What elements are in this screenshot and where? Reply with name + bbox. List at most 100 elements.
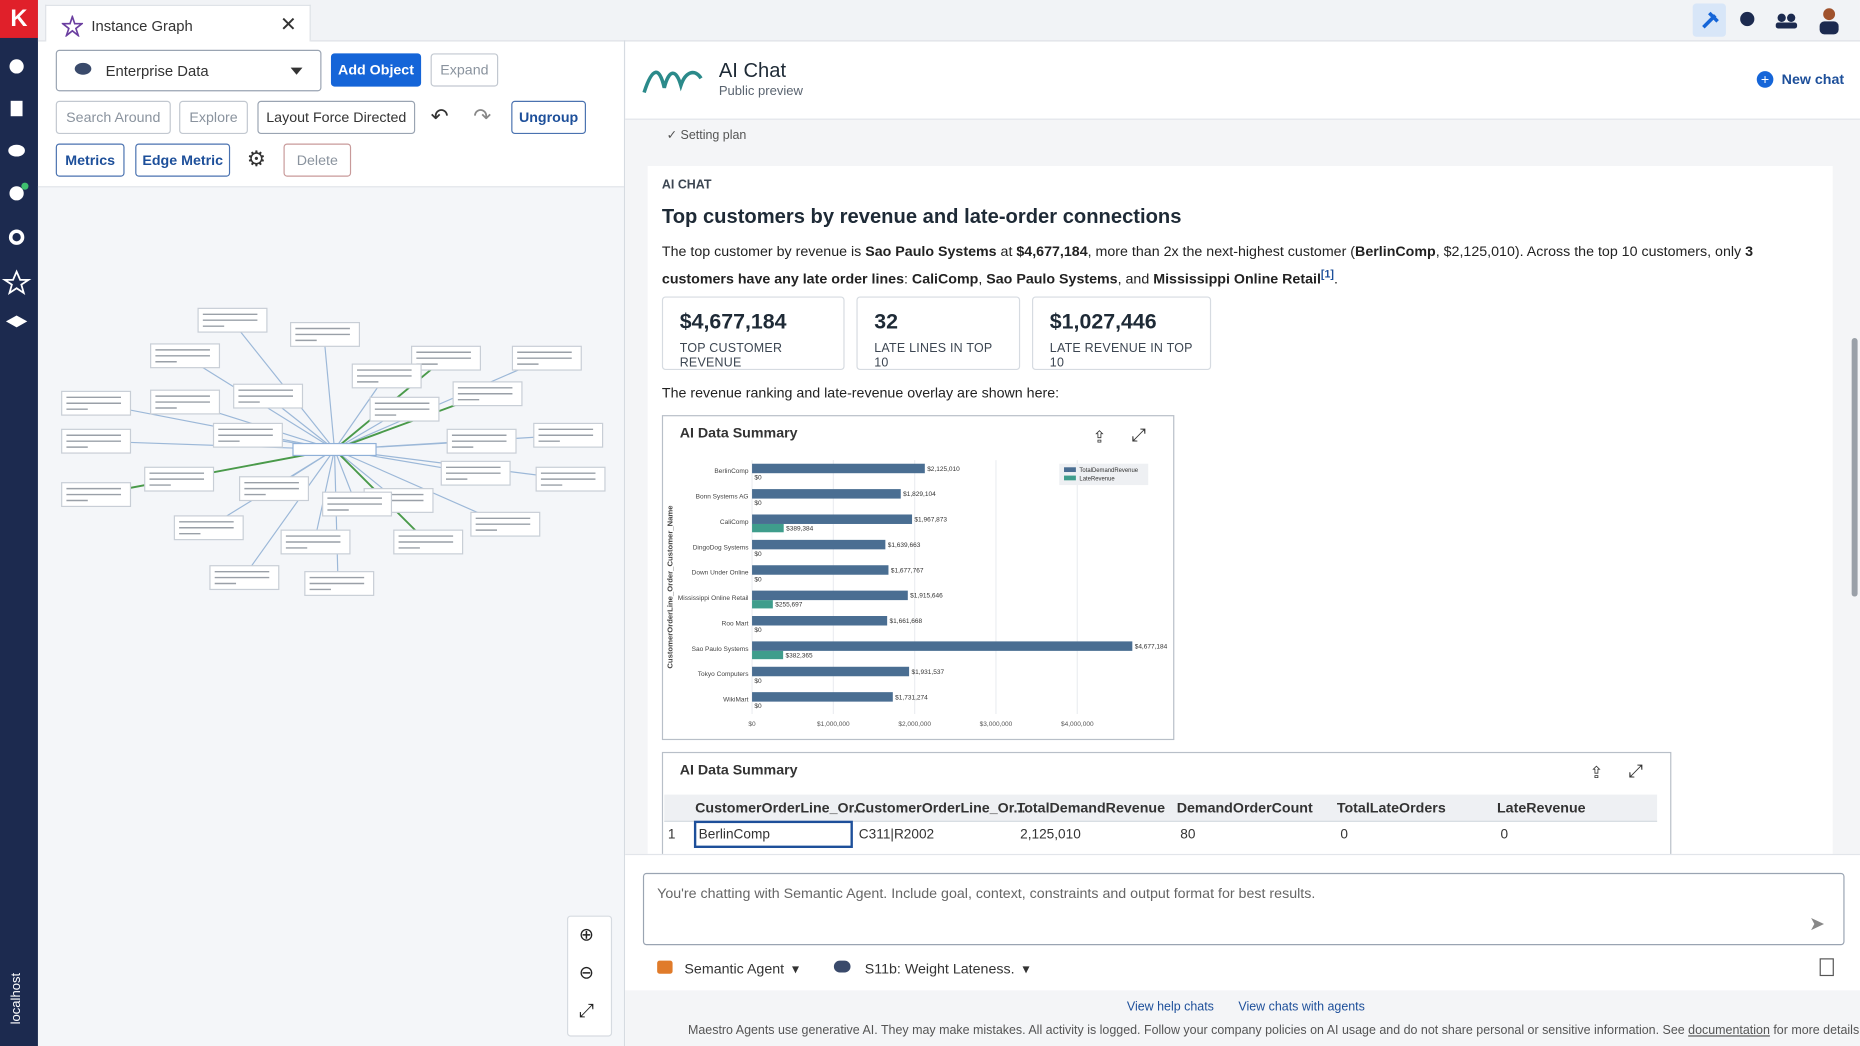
- link[interactable]: documentation: [1688, 1023, 1770, 1038]
- redo[interactable]: ↷: [473, 104, 492, 129]
- button[interactable]: Metrics: [55, 143, 125, 177]
- sidebar-icons: [1, 59, 32, 328]
- y-tick-label: CaliComp: [720, 519, 749, 526]
- chart: $0 $1,000,000 $2,000,000 $3,000,000 $4,000,0…: [666, 460, 1168, 728]
- bar: [752, 641, 1133, 651]
- legend-swatch: [1064, 475, 1076, 481]
- text: , more than 2x the next-highest customer…: [1087, 243, 1356, 260]
- graph-edge: [242, 449, 335, 578]
- value-label: $255,697: [775, 602, 803, 609]
- tab-close[interactable]: ✕: [279, 13, 297, 36]
- button[interactable]: Ungroup: [511, 100, 586, 135]
- icon[interactable]: [1740, 11, 1755, 27]
- active-cell[interactable]: [693, 820, 853, 848]
- y-tick-label: Tokyo Computers: [698, 671, 749, 678]
- text: Sao Paulo Systems: [986, 270, 1118, 288]
- context-select[interactable]: S11b: Weight Lateness. ▾: [864, 960, 1030, 978]
- scrollbar[interactable]: [1851, 338, 1858, 597]
- dataset-name: Enterprise Data: [105, 62, 209, 80]
- link[interactable]: View help chats: [1126, 999, 1214, 1015]
- agent: Semantic Agent: [684, 960, 785, 978]
- expand[interactable]: ⤢: [1131, 425, 1146, 446]
- button[interactable]: Layout Force Directed: [257, 100, 416, 135]
- value-label: $2,125,010: [927, 466, 960, 473]
- new-chat[interactable]: New chat: [1781, 71, 1845, 88]
- share[interactable]: ⇪: [1589, 762, 1604, 782]
- share[interactable]: ⇪: [1092, 426, 1107, 446]
- icon[interactable]: [8, 144, 25, 157]
- zoom-in[interactable]: ⊕: [578, 925, 594, 946]
- bar: [752, 590, 908, 601]
- icon[interactable]: [8, 229, 25, 245]
- button[interactable]: Edge Metric: [135, 143, 231, 177]
- icon[interactable]: [1775, 22, 1798, 29]
- y-tick-label: Bonn Systems AG: [696, 494, 749, 501]
- text: , $2,125,010). Across the top 10 custome…: [1435, 243, 1746, 260]
- x-tick-label: $2,000,000: [898, 721, 931, 728]
- chat-logo: [642, 70, 703, 94]
- icon[interactable]: [1, 269, 32, 296]
- icon: [1702, 11, 1719, 29]
- composer[interactable]: [642, 872, 1845, 946]
- agent-select[interactable]: Semantic Agent ▾: [684, 960, 800, 978]
- status-text: Setting plan: [680, 128, 747, 143]
- context: S11b: Weight Lateness.: [864, 960, 1015, 978]
- legend-label: TotalDemandRevenue: [1079, 468, 1138, 474]
- column-header: CustomerOrderLine_Or...: [855, 799, 1026, 816]
- cell: 0: [1340, 827, 1349, 843]
- y-tick-label: Sao Paulo Systems: [692, 646, 750, 653]
- text: CaliComp: [911, 270, 979, 288]
- button[interactable]: Explore: [179, 100, 248, 135]
- graph-node[interactable]: [292, 442, 377, 457]
- undo[interactable]: ↶: [430, 104, 449, 129]
- dataset-icon: [74, 62, 92, 75]
- value-label: $0: [754, 551, 762, 558]
- icon[interactable]: [5, 315, 28, 328]
- tab-bar: [37, 0, 1860, 42]
- y-tick-label: BerlinComp: [714, 468, 748, 475]
- x-tick-label: $0: [748, 721, 756, 728]
- bar: [752, 523, 784, 533]
- kpi-card: 32 LATE LINES IN TOP 10: [856, 296, 1021, 371]
- value-label: $0: [754, 627, 762, 634]
- cell: 2,125,010: [1020, 827, 1081, 843]
- kpi-label: LATE LINES IN TOP 10: [874, 341, 993, 371]
- icon[interactable]: [10, 100, 23, 117]
- y-tick-label: Roo Mart: [722, 620, 749, 627]
- text: , and: [1117, 270, 1154, 288]
- kpi-card: $1,027,446 LATE REVENUE IN TOP 10: [1031, 296, 1212, 371]
- text: Sao Paulo Systems: [865, 243, 997, 260]
- expand[interactable]: ⤢: [1628, 761, 1643, 782]
- value-label: $1,931,537: [911, 669, 944, 676]
- icon[interactable]: [9, 186, 24, 201]
- footnote[interactable]: [1]: [1320, 268, 1334, 280]
- text: $4,677,184: [1016, 243, 1088, 260]
- y-tick-label: Down Under Online: [692, 570, 749, 577]
- tab[interactable]: [45, 4, 311, 42]
- send[interactable]: ➤: [1808, 914, 1825, 935]
- column-header: LateRevenue: [1496, 799, 1586, 816]
- logo[interactable]: K: [0, 0, 38, 38]
- caret: [290, 67, 303, 75]
- column-header: TotalLateOrders: [1336, 799, 1446, 816]
- button[interactable]: Search Around: [55, 100, 171, 135]
- text: for more details.: [1769, 1023, 1860, 1038]
- fit[interactable]: ⤢: [578, 1000, 595, 1022]
- button[interactable]: Add Object: [330, 53, 422, 87]
- dataset-select[interactable]: [55, 49, 322, 92]
- icon[interactable]: [9, 59, 24, 74]
- zoom-out[interactable]: ⊖: [578, 963, 594, 984]
- avatar[interactable]: [1819, 21, 1839, 35]
- bar: [752, 600, 773, 609]
- link[interactable]: View chats with agents: [1238, 999, 1365, 1015]
- settings[interactable]: ⚙: [246, 147, 266, 171]
- value-label: $1,967,873: [914, 517, 947, 524]
- column-header: TotalDemandRevenue: [1016, 799, 1166, 816]
- value-label: $1,661,668: [890, 618, 923, 625]
- new-chat-icon[interactable]: +: [1756, 71, 1774, 88]
- button[interactable]: Expand: [430, 53, 499, 87]
- attach[interactable]: [1819, 958, 1834, 977]
- button[interactable]: Delete: [283, 143, 352, 177]
